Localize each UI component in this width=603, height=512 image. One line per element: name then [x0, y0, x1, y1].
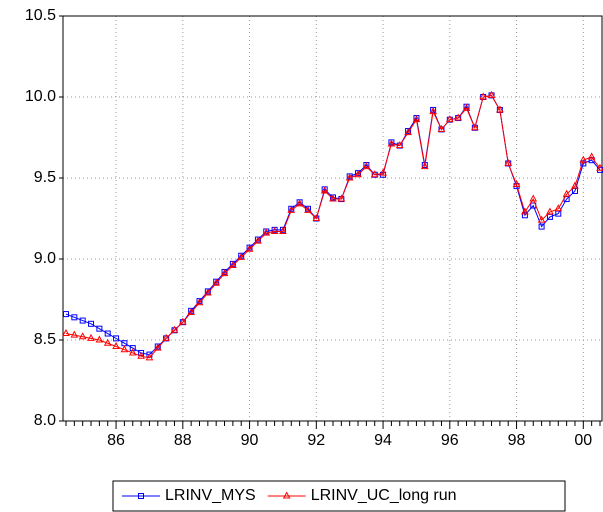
- plot-frame: [62, 15, 603, 422]
- marker: [521, 207, 529, 215]
- marker: [220, 269, 229, 277]
- marker: [329, 194, 337, 202]
- marker: [63, 311, 69, 318]
- marker: [70, 330, 79, 338]
- marker: [178, 317, 187, 325]
- marker: [379, 168, 387, 176]
- marker: [79, 317, 86, 324]
- x-tick-label: 88: [174, 432, 192, 449]
- series-line: [65, 94, 601, 359]
- marker: [245, 244, 254, 252]
- marker: [137, 351, 145, 359]
- marker: [262, 228, 271, 236]
- marker: [420, 162, 429, 170]
- marker: [78, 332, 87, 340]
- marker: [304, 205, 312, 213]
- marker: [445, 115, 454, 123]
- x-tick-label: 96: [441, 432, 459, 449]
- marker: [404, 128, 412, 136]
- marker: [270, 226, 279, 234]
- marker: [496, 105, 504, 113]
- marker: [387, 139, 396, 147]
- x-tick-label: 92: [307, 432, 325, 449]
- x-tick-label: 98: [508, 432, 526, 449]
- marker: [138, 493, 144, 499]
- marker: [195, 298, 204, 306]
- marker: [487, 90, 496, 98]
- x-tick-label: 00: [574, 432, 592, 449]
- marker: [120, 345, 129, 353]
- marker: [429, 107, 437, 115]
- series-line: [65, 94, 601, 356]
- marker: [370, 170, 379, 178]
- marker: [546, 207, 554, 215]
- marker: [212, 278, 221, 286]
- marker: [88, 320, 95, 327]
- marker: [204, 288, 212, 296]
- marker: [96, 325, 103, 332]
- marker: [362, 162, 371, 170]
- y-tick-label: 10.0: [25, 88, 56, 105]
- marker: [170, 325, 179, 333]
- marker: [145, 353, 154, 361]
- marker: [229, 260, 237, 268]
- marker: [62, 328, 70, 337]
- marker: [279, 226, 287, 234]
- marker: [95, 335, 104, 343]
- legend-label: LRINV_MYS: [165, 487, 256, 504]
- marker: [354, 170, 362, 178]
- marker: [282, 491, 291, 499]
- marker: [113, 335, 120, 342]
- marker: [579, 155, 588, 163]
- x-tick-label: 94: [374, 432, 392, 449]
- marker: [87, 333, 95, 341]
- marker: [345, 173, 354, 181]
- marker: [538, 223, 545, 230]
- y-tick-label: 8.0: [34, 412, 56, 429]
- marker: [437, 124, 446, 132]
- y-tick-label: 9.0: [34, 250, 56, 267]
- marker: [153, 343, 162, 351]
- marker: [537, 215, 546, 223]
- legend-box: [112, 480, 566, 512]
- marker: [512, 179, 521, 187]
- marker: [504, 158, 513, 166]
- marker: [129, 345, 136, 352]
- marker: [571, 181, 579, 189]
- marker: [454, 113, 462, 121]
- marker: [104, 330, 111, 337]
- marker: [112, 341, 120, 349]
- legend-label: LRINV_UC_long run: [311, 487, 457, 504]
- x-tick-label: 86: [107, 432, 125, 449]
- marker: [395, 141, 404, 149]
- marker: [237, 252, 246, 260]
- marker: [562, 189, 571, 197]
- y-tick-label: 10.5: [25, 7, 56, 24]
- marker: [587, 152, 596, 160]
- marker: [71, 314, 78, 321]
- marker: [295, 199, 304, 207]
- y-tick-label: 8.5: [34, 331, 56, 348]
- marker: [462, 103, 471, 111]
- marker: [337, 194, 346, 202]
- marker: [103, 338, 112, 346]
- marker: [254, 236, 262, 244]
- marker: [471, 123, 479, 131]
- marker: [287, 205, 296, 213]
- marker: [128, 348, 137, 356]
- marker: [596, 163, 603, 171]
- marker: [412, 115, 421, 123]
- y-tick-label: 9.5: [34, 169, 56, 186]
- marker: [479, 92, 488, 100]
- x-tick-label: 90: [241, 432, 259, 449]
- marker: [187, 307, 195, 315]
- marker: [529, 194, 538, 202]
- marker: [320, 186, 329, 194]
- marker: [138, 349, 145, 356]
- marker: [312, 213, 321, 221]
- marker: [554, 204, 563, 212]
- marker: [162, 333, 170, 341]
